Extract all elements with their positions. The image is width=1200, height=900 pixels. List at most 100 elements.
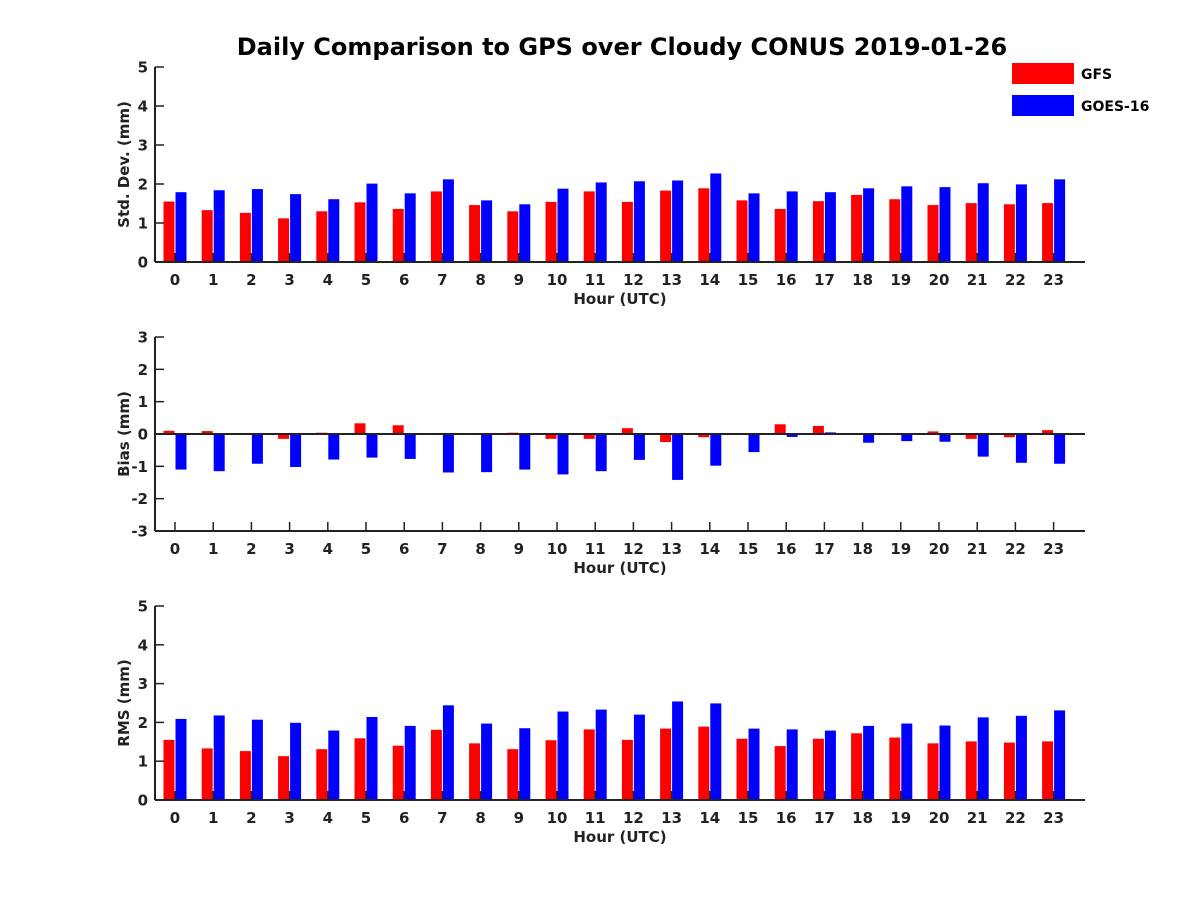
rms-bar-goes16-4 <box>328 730 340 800</box>
bias-bar-goes16-15 <box>748 434 760 453</box>
rms-bar-goes16-23 <box>1054 710 1066 800</box>
bias-x-tick-label: 11 <box>585 540 606 558</box>
stddev-x-tick-label: 3 <box>284 271 294 289</box>
stddev-bar-gfs-6 <box>392 208 404 262</box>
stddev-x-tick-label: 15 <box>738 271 759 289</box>
stddev-y-tick-label: 3 <box>138 137 148 155</box>
bias-bar-goes16-11 <box>595 434 607 472</box>
bias-y-tick-label: -1 <box>131 458 148 476</box>
stddev-x-tick-label: 9 <box>514 271 524 289</box>
rms-x-tick-label: 6 <box>399 809 409 827</box>
stddev-bar-gfs-15 <box>736 200 748 262</box>
rms-y-tick-label: 3 <box>138 675 148 693</box>
stddev-bar-goes16-2 <box>251 189 263 262</box>
stddev-bar-gfs-13 <box>660 190 672 262</box>
rms-x-tick-label: 3 <box>284 809 294 827</box>
stddev-y-tick-label: 0 <box>138 254 148 272</box>
stddev-y-tick-label: 1 <box>138 215 148 233</box>
stddev-bar-goes16-15 <box>748 193 760 262</box>
stddev-bar-gfs-17 <box>812 201 824 262</box>
rms-bar-gfs-20 <box>927 743 939 800</box>
stddev-y-tick-label: 5 <box>138 59 148 77</box>
bias-x-tick-label: 19 <box>890 540 911 558</box>
bias-x-tick-label: 10 <box>547 540 568 558</box>
rms-y-tick-label: 2 <box>138 714 148 732</box>
stddev-y-tick-label: 2 <box>138 176 148 194</box>
stddev-bar-goes16-13 <box>672 180 684 262</box>
rms-bar-goes16-15 <box>748 728 760 800</box>
rms-bar-goes16-20 <box>939 725 951 800</box>
bias-bar-gfs-22 <box>1003 434 1015 438</box>
stddev-x-tick-label: 17 <box>814 271 835 289</box>
bias-bar-gfs-10 <box>545 434 557 439</box>
bias-bar-goes16-10 <box>557 434 569 475</box>
rms-bar-gfs-15 <box>736 738 748 800</box>
rms-bar-gfs-23 <box>1042 741 1054 800</box>
rms-y-tick-label: 1 <box>138 753 148 771</box>
bias-x-tick-label: 16 <box>776 540 797 558</box>
stddev-bar-goes16-18 <box>863 188 875 262</box>
stddev-x-tick-label: 18 <box>852 271 873 289</box>
rms-bar-goes16-22 <box>1015 715 1027 800</box>
stddev-bar-goes16-11 <box>595 182 607 262</box>
rms-bar-goes16-18 <box>863 725 875 800</box>
bias-bar-gfs-1 <box>201 431 213 434</box>
legend-label-gfs: GFS <box>1081 67 1112 83</box>
stddev-bar-goes16-7 <box>442 179 454 262</box>
legend-label-goes16: GOES-16 <box>1081 99 1149 115</box>
stddev-bar-gfs-23 <box>1042 203 1054 262</box>
stddev-bar-goes16-19 <box>901 186 913 262</box>
bias-x-tick-label: 23 <box>1043 540 1064 558</box>
stddev-x-tick-label: 19 <box>890 271 911 289</box>
stddev-bar-gfs-21 <box>965 203 977 262</box>
bias-bar-goes16-4 <box>328 434 340 460</box>
stddev-x-tick-label: 21 <box>967 271 988 289</box>
rms-bar-gfs-14 <box>698 726 710 800</box>
bias-x-tick-label: 7 <box>437 540 447 558</box>
rms-bar-goes16-9 <box>519 728 531 800</box>
rms-bar-gfs-10 <box>545 740 557 800</box>
stddev-bar-gfs-10 <box>545 201 557 262</box>
bias-bar-gfs-6 <box>392 425 404 434</box>
bias-x-tick-label: 6 <box>399 540 409 558</box>
rms-bar-goes16-16 <box>786 729 798 800</box>
rms-x-tick-label: 13 <box>661 809 682 827</box>
rms-x-tick-label: 7 <box>437 809 447 827</box>
bias-bar-goes16-2 <box>251 434 263 464</box>
rms-bar-gfs-0 <box>163 739 175 800</box>
rms-bar-gfs-21 <box>965 741 977 800</box>
rms-y-axis-label: RMS (mm) <box>115 659 133 746</box>
rms-x-tick-label: 4 <box>323 809 333 827</box>
bias-bar-goes16-0 <box>175 434 187 470</box>
bias-y-tick-label: 0 <box>138 426 148 444</box>
rms-bar-goes16-10 <box>557 711 569 800</box>
bias-bar-goes16-8 <box>481 434 493 473</box>
stddev-bar-gfs-2 <box>239 212 251 262</box>
bias-x-tick-label: 5 <box>361 540 371 558</box>
bias-x-tick-label: 4 <box>323 540 333 558</box>
stddev-bar-goes16-9 <box>519 204 531 262</box>
stddev-x-tick-label: 8 <box>475 271 485 289</box>
rms-bar-gfs-12 <box>621 739 633 800</box>
rms-bar-goes16-12 <box>633 714 645 800</box>
bias-y-axis-label: Bias (mm) <box>115 391 133 477</box>
stddev-bar-gfs-0 <box>163 201 175 262</box>
bias-bar-goes16-7 <box>442 434 454 473</box>
rms-bar-goes16-7 <box>442 705 454 800</box>
bias-bar-gfs-17 <box>812 425 824 434</box>
bias-x-tick-label: 20 <box>929 540 950 558</box>
stddev-bar-gfs-4 <box>316 211 328 262</box>
stddev-bar-gfs-18 <box>851 194 863 262</box>
bias-x-tick-label: 2 <box>246 540 256 558</box>
stddev-bar-goes16-4 <box>328 199 340 262</box>
stddev-x-tick-label: 4 <box>323 271 333 289</box>
stddev-bar-gfs-3 <box>278 218 290 262</box>
bias-y-tick-label: 1 <box>138 393 148 411</box>
bias-x-tick-label: 3 <box>284 540 294 558</box>
rms-x-tick-label: 17 <box>814 809 835 827</box>
legend: GFS GOES-16 <box>1012 63 1149 116</box>
rms-bar-goes16-0 <box>175 718 187 800</box>
bias-bar-goes16-19 <box>901 434 913 442</box>
